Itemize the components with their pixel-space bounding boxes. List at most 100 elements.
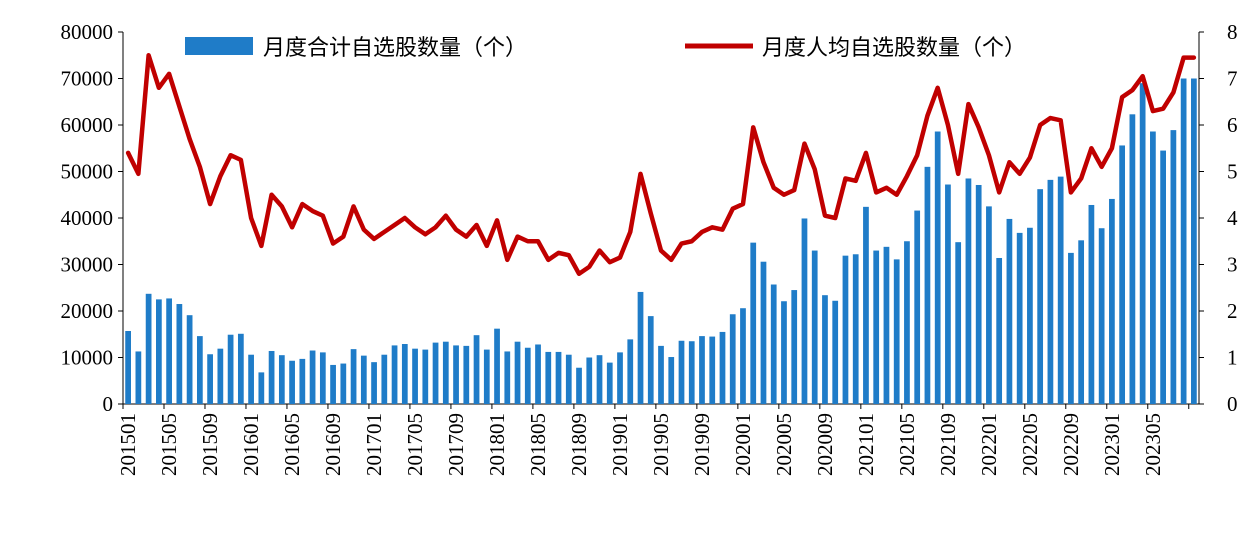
bar	[1160, 150, 1166, 404]
x-tick-label: 201805	[526, 413, 550, 476]
bar	[709, 336, 716, 404]
bar	[504, 351, 511, 404]
bar	[596, 355, 603, 404]
bar	[156, 299, 162, 405]
bar	[442, 341, 449, 404]
bar	[801, 218, 808, 404]
bar	[606, 362, 613, 404]
bar	[237, 333, 244, 404]
x-tick-label: 201609	[321, 413, 345, 476]
bar	[975, 184, 982, 404]
bar	[535, 344, 541, 404]
bar	[278, 355, 285, 404]
bar	[412, 348, 418, 404]
bar	[1078, 240, 1085, 404]
bar	[770, 284, 777, 404]
bar	[125, 331, 131, 404]
bar	[1098, 228, 1105, 404]
bar	[781, 301, 787, 404]
bar	[945, 184, 951, 404]
left-tick-label: 70000	[61, 67, 114, 91]
bar	[401, 344, 408, 404]
x-tick-label: 201505	[157, 413, 181, 476]
bar	[576, 367, 582, 404]
bar	[371, 362, 377, 404]
bar	[217, 348, 224, 404]
right-tick-label: 7	[1227, 67, 1238, 91]
bar	[1016, 232, 1023, 404]
bar	[955, 242, 962, 404]
right-tick-label: 5	[1227, 160, 1238, 184]
bar	[863, 206, 869, 404]
left-tick-label: 30000	[61, 253, 114, 277]
bar	[729, 314, 736, 404]
x-tick-label: 202009	[813, 413, 837, 476]
series-line	[125, 53, 1197, 277]
bar	[1088, 204, 1095, 404]
bar	[289, 360, 295, 404]
bar	[1119, 145, 1126, 404]
bar	[565, 354, 572, 404]
bar	[494, 328, 500, 404]
bar	[422, 349, 429, 404]
x-tick-label: 201705	[403, 413, 427, 476]
left-y-axis: 0 10000 20000 30000 40000 50000 60000 70000 8000…	[61, 20, 123, 416]
x-tick-label: 201905	[649, 413, 673, 476]
bar	[740, 308, 746, 404]
x-tick-label: 202301	[1100, 413, 1124, 476]
legend-swatch-bar	[185, 37, 253, 55]
right-tick-label: 0	[1227, 392, 1238, 416]
x-tick-label: 202001	[731, 413, 755, 476]
bar	[1047, 179, 1054, 404]
bar	[319, 352, 326, 404]
bar	[996, 257, 1003, 404]
x-tick-label: 202101	[854, 413, 878, 476]
x-tick-label: 202105	[895, 413, 919, 476]
right-tick-label: 3	[1227, 253, 1238, 277]
bar	[678, 340, 685, 404]
legend: 月度合计自选股数量（个） 月度人均自选股数量（个）	[185, 36, 1026, 61]
line-series	[125, 53, 1197, 277]
bar	[381, 354, 388, 404]
bar	[1057, 176, 1064, 404]
bar	[688, 341, 695, 404]
bar	[1006, 218, 1013, 404]
x-tick-label: 201501	[116, 413, 140, 476]
bar	[483, 349, 490, 404]
bar	[668, 357, 675, 404]
bar	[309, 350, 316, 404]
bar	[986, 206, 992, 405]
bar	[166, 298, 172, 404]
bar	[1027, 227, 1033, 404]
x-tick-label: 201605	[280, 413, 304, 476]
left-tick-label: 40000	[61, 206, 114, 230]
bar	[186, 315, 193, 404]
bar	[1170, 130, 1177, 404]
bar	[227, 334, 234, 404]
bar	[1037, 189, 1044, 404]
x-tick-label: 202305	[1141, 413, 1165, 476]
left-tick-label: 10000	[61, 346, 114, 370]
bar	[1180, 78, 1187, 404]
bar	[1139, 83, 1146, 405]
left-tick-label: 50000	[61, 160, 114, 184]
bar	[750, 242, 757, 404]
bar	[647, 316, 654, 404]
bar-series	[125, 78, 1197, 405]
bar	[914, 210, 921, 404]
x-tick-label: 201509	[198, 413, 222, 476]
left-tick-label: 60000	[61, 113, 114, 137]
bar	[1068, 252, 1074, 405]
bar	[832, 300, 839, 404]
bar	[658, 345, 664, 405]
bar	[145, 293, 152, 404]
bar	[135, 351, 142, 404]
bar	[791, 290, 798, 404]
bar	[545, 351, 552, 404]
bar	[904, 241, 910, 404]
bar	[176, 304, 183, 404]
right-y-axis: 0 1 2 3 4 5 6 7 8	[1199, 20, 1238, 416]
bar	[258, 372, 265, 404]
x-tick-label: 202005	[772, 413, 796, 476]
bar	[873, 250, 880, 404]
